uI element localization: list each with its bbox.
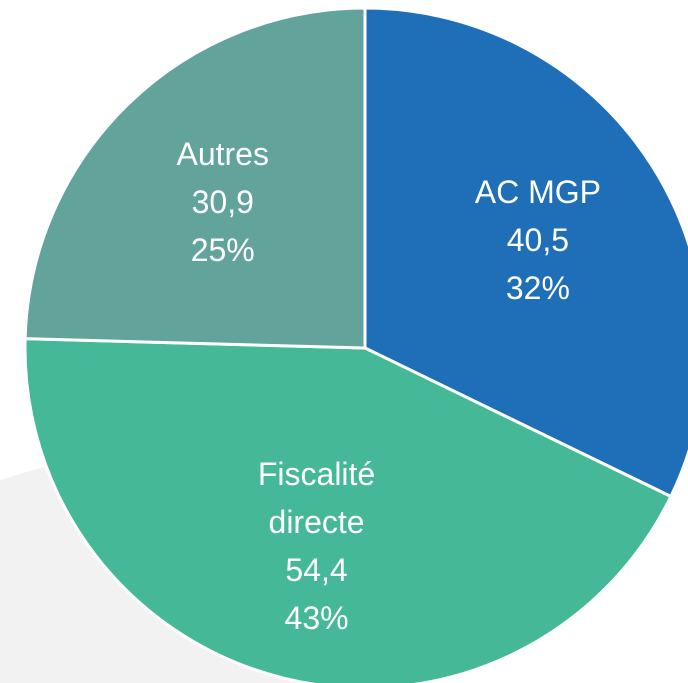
slice-label: AC MGP 40,5 32% — [443, 168, 633, 312]
pie-slice — [23, 6, 367, 350]
slice-label: Fiscalité directe 54,4 43% — [222, 450, 412, 642]
category-label: Autres — [176, 135, 269, 172]
category-label: AC MGP — [474, 173, 601, 210]
percent-label: 32% — [505, 269, 570, 306]
pie-slice — [23, 337, 673, 683]
percent-label: 25% — [190, 231, 255, 268]
value-label: 54,4 — [285, 552, 348, 589]
value-label: 30,9 — [191, 183, 254, 220]
percent-label: 43% — [284, 600, 349, 637]
pie-slice — [363, 6, 688, 499]
category-label: Fiscalité directe — [257, 456, 376, 541]
slice-label: Autres 30,9 25% — [128, 130, 318, 274]
value-label: 40,5 — [506, 221, 570, 258]
